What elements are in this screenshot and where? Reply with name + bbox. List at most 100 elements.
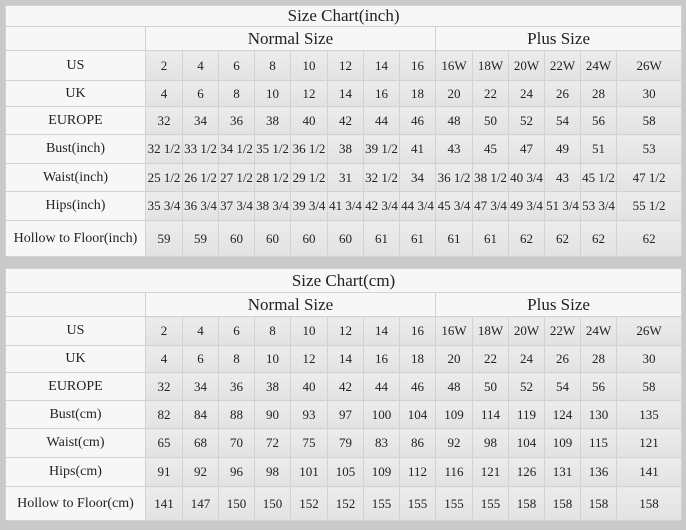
size-cell: 41 3/4 xyxy=(327,191,364,221)
size-cell: 65 xyxy=(145,428,183,458)
size-cell: 53 3/4 xyxy=(580,191,617,221)
size-cell: 49 3/4 xyxy=(508,191,545,221)
size-cell: 32 xyxy=(145,372,183,401)
row-label: Waist(inch) xyxy=(5,163,146,192)
table-title: Size Chart(cm) xyxy=(4,268,683,293)
size-cell: 52 xyxy=(508,372,545,401)
table-row: Bust(cm) 82 84 88 90 93 97 100 104 109 114 119 124 13… xyxy=(5,400,683,429)
size-cell: 92 xyxy=(182,457,219,487)
size-cell: 97 xyxy=(327,400,364,429)
row-label: UK xyxy=(5,345,146,373)
size-cell: 124 xyxy=(544,400,581,429)
size-cell: 115 xyxy=(580,428,617,458)
size-cell: 10 xyxy=(290,316,328,346)
size-cell: 46 xyxy=(399,372,436,401)
table-row: Waist(cm) 65 68 70 72 75 79 83 86 92 98 104 109 115 12… xyxy=(5,428,683,458)
size-cell: 24W xyxy=(580,316,617,346)
size-cell: 22W xyxy=(544,316,581,346)
row-label: EUROPE xyxy=(5,372,146,401)
title-row: Size Chart(inch) xyxy=(4,5,683,27)
size-cell: 20 xyxy=(435,345,473,373)
size-cell: 104 xyxy=(508,428,545,458)
size-cell: 90 xyxy=(254,400,291,429)
size-cell: 50 xyxy=(472,106,509,135)
size-cell: 147 xyxy=(182,486,219,521)
table-row: US 2 4 6 8 10 12 14 16 16W 18W 20W 22W 24W 26W xyxy=(5,316,683,346)
size-cell: 22 xyxy=(472,80,509,107)
size-cell: 92 xyxy=(435,428,473,458)
size-cell: 31 xyxy=(327,163,364,192)
size-cell: 52 xyxy=(508,106,545,135)
size-cell: 155 xyxy=(399,486,436,521)
size-cell: 109 xyxy=(363,457,400,487)
size-cell: 8 xyxy=(254,50,291,81)
size-cell: 38 3/4 xyxy=(254,191,291,221)
size-cell: 10 xyxy=(290,50,328,81)
size-cell: 22 xyxy=(472,345,509,373)
size-cell: 141 xyxy=(145,486,183,521)
empty-header-cell xyxy=(5,292,146,317)
size-cell: 155 xyxy=(472,486,509,521)
size-cell: 158 xyxy=(508,486,545,521)
size-cell: 36 3/4 xyxy=(182,191,219,221)
size-cell: 47 3/4 xyxy=(472,191,509,221)
row-label: Waist(cm) xyxy=(5,428,146,458)
group-header-row: Normal Size Plus Size xyxy=(5,26,683,51)
size-cell: 116 xyxy=(435,457,473,487)
size-cell: 119 xyxy=(508,400,545,429)
size-cell: 59 xyxy=(182,220,219,257)
size-cell: 24 xyxy=(508,80,545,107)
size-cell: 42 3/4 xyxy=(363,191,400,221)
size-cell: 36 1/2 xyxy=(290,134,328,164)
size-cell: 58 xyxy=(615,106,683,135)
size-cell: 35 3/4 xyxy=(145,191,183,221)
size-cell: 18 xyxy=(399,345,436,373)
size-cell: 42 xyxy=(327,106,364,135)
size-cell: 14 xyxy=(363,316,400,346)
size-cell: 28 1/2 xyxy=(254,163,291,192)
size-cell: 26W xyxy=(615,50,683,81)
normal-size-header: Normal Size xyxy=(145,292,436,317)
size-cell: 60 xyxy=(254,220,291,257)
size-cell: 24 xyxy=(508,345,545,373)
size-cell: 61 xyxy=(399,220,436,257)
size-chart-inch-table: Size Chart(inch) Normal Size Plus Size US 2 4… xyxy=(4,5,683,257)
size-cell: 12 xyxy=(327,50,364,81)
size-cell: 30 xyxy=(615,80,683,107)
size-cell: 40 xyxy=(290,106,328,135)
size-cell: 152 xyxy=(327,486,364,521)
plus-size-header: Plus Size xyxy=(434,26,683,51)
size-cell: 48 xyxy=(435,372,473,401)
size-cell: 32 1/2 xyxy=(363,163,400,192)
size-cell: 56 xyxy=(580,106,617,135)
size-cell: 20 xyxy=(435,80,473,107)
size-cell: 61 xyxy=(363,220,400,257)
row-label: Bust(cm) xyxy=(5,400,146,429)
size-cell: 158 xyxy=(544,486,581,521)
size-cell: 86 xyxy=(399,428,436,458)
plus-size-header: Plus Size xyxy=(434,292,683,317)
size-cell: 16 xyxy=(363,345,400,373)
size-cell: 72 xyxy=(254,428,291,458)
size-cell: 155 xyxy=(435,486,473,521)
size-cell: 109 xyxy=(435,400,473,429)
size-cell: 8 xyxy=(254,316,291,346)
size-cell: 88 xyxy=(218,400,255,429)
size-cell: 47 1/2 xyxy=(615,163,683,192)
size-cell: 38 xyxy=(254,106,291,135)
size-cell: 36 1/2 xyxy=(435,163,473,192)
size-cell: 109 xyxy=(544,428,581,458)
table-row: EUROPE 32 34 36 38 40 42 44 46 48 50 52 54 56 58 xyxy=(5,106,683,135)
size-cell: 93 xyxy=(290,400,328,429)
size-cell: 29 1/2 xyxy=(290,163,328,192)
size-cell: 61 xyxy=(435,220,473,257)
size-cell: 39 3/4 xyxy=(290,191,328,221)
size-cell: 34 xyxy=(399,163,436,192)
size-cell: 36 xyxy=(218,372,255,401)
group-header-row: Normal Size Plus Size xyxy=(5,292,683,317)
size-cell: 39 1/2 xyxy=(363,134,400,164)
size-cell: 34 xyxy=(182,106,219,135)
size-cell: 53 xyxy=(615,134,683,164)
size-cell: 152 xyxy=(290,486,328,521)
size-cell: 8 xyxy=(218,345,255,373)
